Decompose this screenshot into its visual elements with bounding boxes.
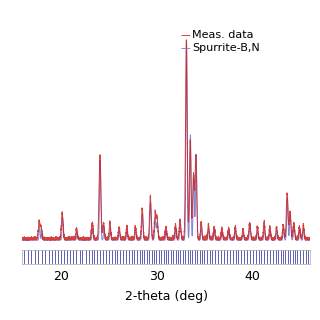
- Text: Meas. data: Meas. data: [192, 30, 253, 40]
- Text: 30: 30: [149, 270, 165, 284]
- Text: Spurrite-B,N: Spurrite-B,N: [192, 43, 260, 53]
- Text: —: —: [181, 30, 190, 40]
- Text: 20: 20: [53, 270, 69, 284]
- Text: 40: 40: [245, 270, 261, 284]
- Text: 2-theta (deg): 2-theta (deg): [125, 290, 208, 303]
- Text: —: —: [181, 43, 190, 53]
